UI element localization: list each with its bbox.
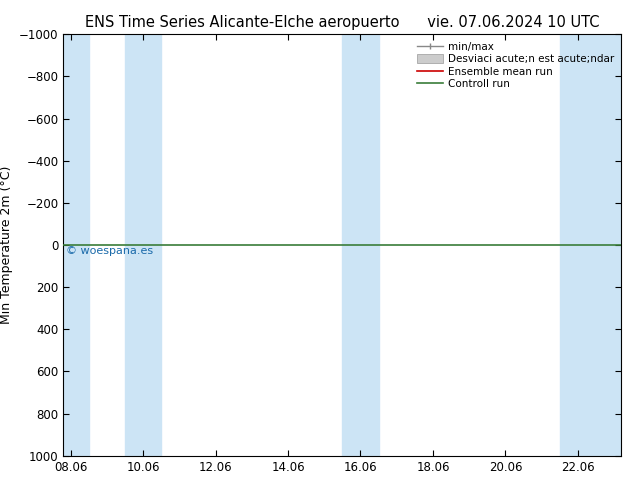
Legend: min/max, Desviaci acute;n est acute;ndar, Ensemble mean run, Controll run: min/max, Desviaci acute;n est acute;ndar… [415,40,616,92]
Bar [63,34,89,456]
Bar [125,34,161,456]
Bar [342,34,378,456]
Title: ENS Time Series Alicante-Elche aeropuerto      vie. 07.06.2024 10 UTC: ENS Time Series Alicante-Elche aeropuert… [85,15,600,30]
Y-axis label: Min Temperature 2m (°C): Min Temperature 2m (°C) [1,166,13,324]
Text: © woespana.es: © woespana.es [66,246,153,256]
Bar [560,34,621,456]
